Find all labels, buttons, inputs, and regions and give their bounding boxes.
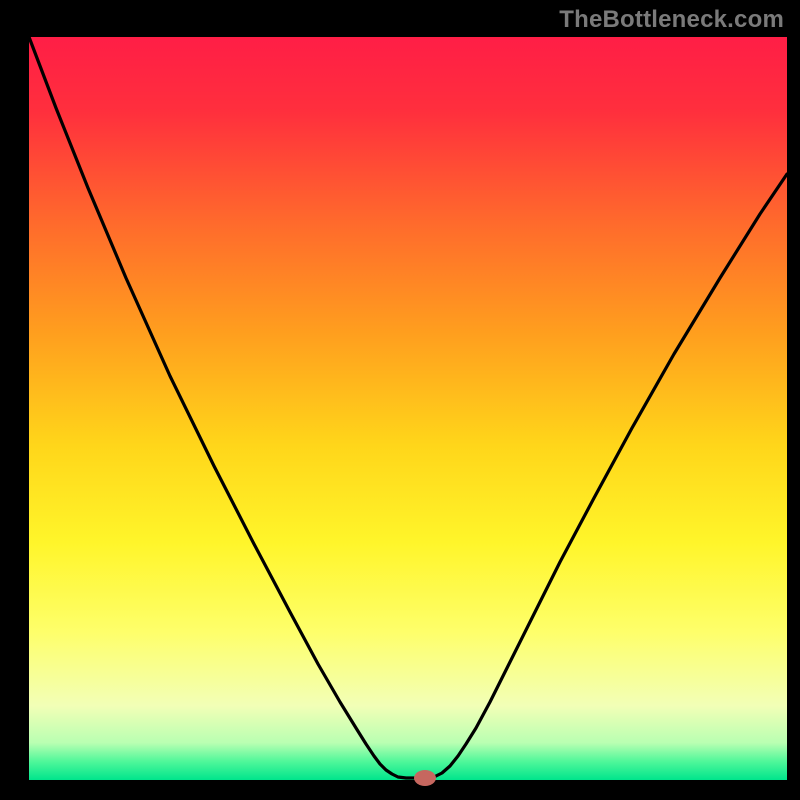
- plot-area: [29, 37, 787, 780]
- bottleneck-chart: [0, 0, 800, 800]
- optimum-marker: [414, 770, 436, 786]
- chart-container: TheBottleneck.com: [0, 0, 800, 800]
- watermark-text: TheBottleneck.com: [559, 6, 784, 34]
